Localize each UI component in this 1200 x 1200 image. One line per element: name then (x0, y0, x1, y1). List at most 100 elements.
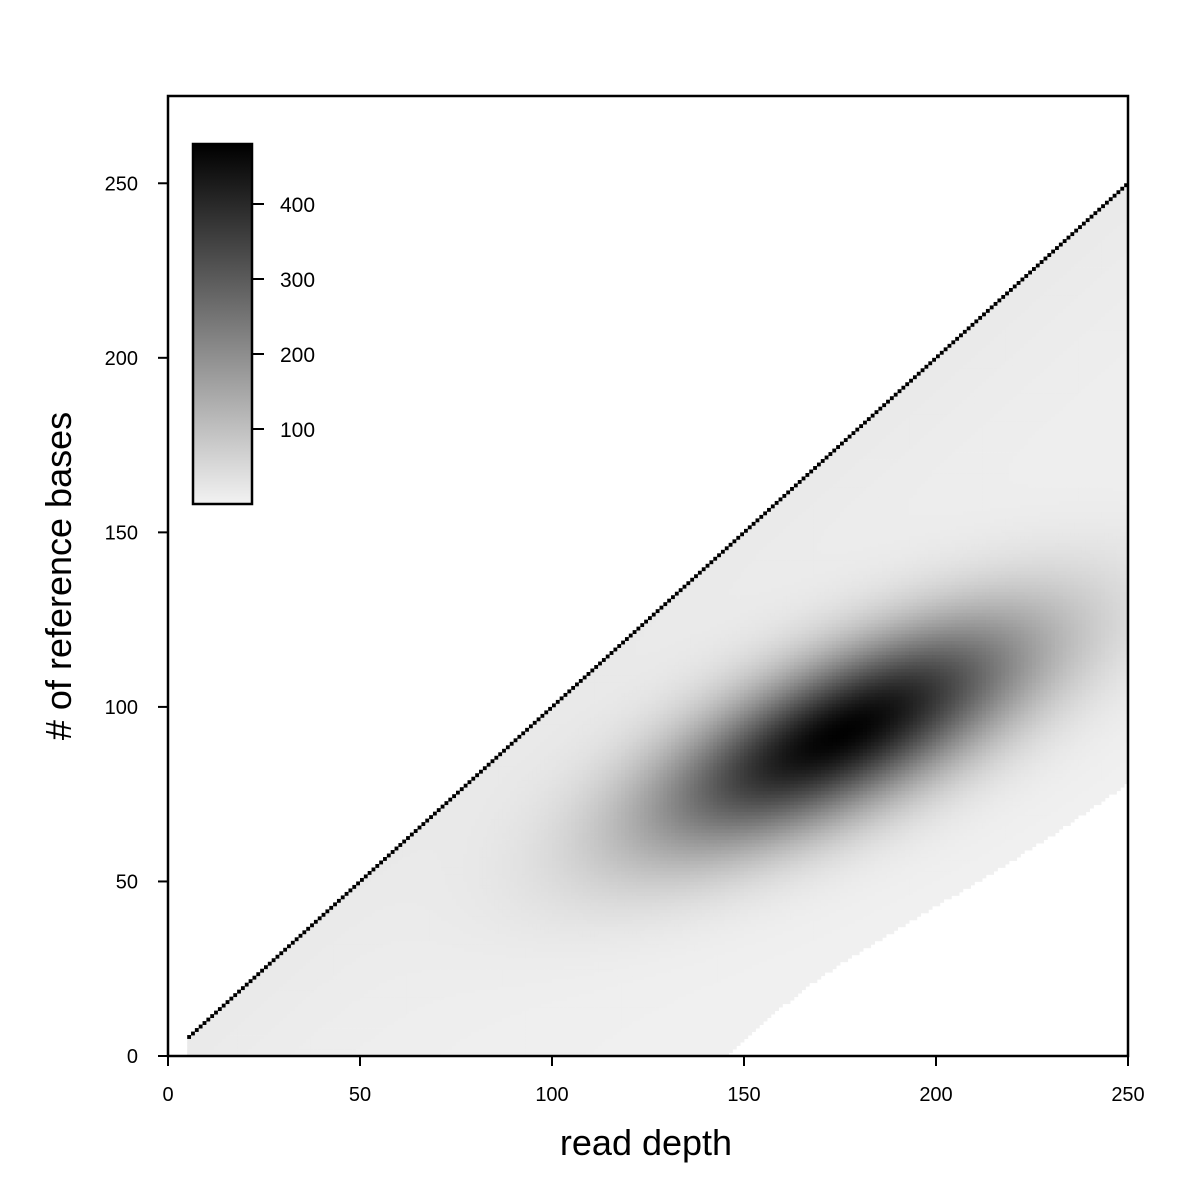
heatmap-cell (368, 878, 372, 882)
heatmap-cell (252, 1028, 256, 1032)
heatmap-cell (460, 920, 464, 924)
heatmap-cell (322, 1004, 326, 1008)
heatmap-cell (387, 972, 391, 976)
heatmap-cell (452, 819, 456, 823)
heatmap-cell (314, 997, 318, 1001)
heatmap-cell (237, 1042, 241, 1046)
heatmap-cell (494, 1039, 498, 1043)
heatmap-cell (498, 805, 502, 809)
heatmap-cell (364, 878, 368, 882)
heatmap-cell (283, 955, 287, 959)
heatmap-cell (406, 1039, 410, 1043)
heatmap-cell (441, 840, 445, 844)
heatmap-cell (364, 941, 368, 945)
heatmap-cell (325, 979, 329, 983)
heatmap-cell (395, 854, 399, 858)
heatmap-cell (468, 815, 472, 819)
heatmap-cell (410, 930, 414, 934)
heatmap-cell (483, 864, 487, 868)
heatmap-cell (468, 979, 472, 983)
heatmap-cell (429, 1032, 433, 1036)
heatmap-cell (364, 888, 368, 892)
heatmap-cell (345, 1028, 349, 1032)
heatmap-cell (318, 976, 322, 980)
heatmap-cell (471, 777, 475, 781)
heatmap-cell (279, 976, 283, 980)
heatmap-cell (375, 1018, 379, 1022)
heatmap-cell (279, 983, 283, 987)
heatmap-cell (498, 899, 502, 903)
heatmap-cell (444, 986, 448, 990)
heatmap-cell (345, 892, 349, 896)
heatmap-cell (425, 857, 429, 861)
heatmap-cell (295, 1049, 299, 1053)
heatmap-cell (341, 1042, 345, 1046)
heatmap-cell (487, 930, 491, 934)
heatmap-cell (479, 808, 483, 812)
heatmap-cell (406, 986, 410, 990)
heatmap-cell (548, 854, 552, 858)
heatmap-cell (402, 1049, 406, 1053)
heatmap-cell (544, 759, 548, 763)
heatmap-cell (471, 948, 475, 952)
heatmap-cell (525, 1039, 529, 1043)
heatmap-cell (379, 927, 383, 931)
heatmap-cell (483, 976, 487, 980)
heatmap-cell (464, 888, 468, 892)
heatmap-cell (314, 1032, 318, 1036)
heatmap-cell (418, 1004, 422, 1008)
heatmap-cell (456, 861, 460, 865)
heatmap-cell (199, 1025, 203, 1029)
heatmap-cell (514, 1046, 518, 1050)
heatmap-cell (468, 787, 472, 791)
heatmap-cell (448, 930, 452, 934)
heatmap-cell (525, 847, 529, 851)
heatmap-cell (464, 1035, 468, 1039)
heatmap-cell (199, 1035, 203, 1039)
heatmap-cell (460, 854, 464, 858)
heatmap-cell (433, 861, 437, 865)
heatmap-cell (502, 1014, 506, 1018)
heatmap-cell (517, 756, 521, 760)
heatmap-cell (491, 1021, 495, 1025)
heatmap-cell (406, 976, 410, 980)
heatmap-cell (375, 1021, 379, 1025)
heatmap-cell (352, 1014, 356, 1018)
heatmap-cell (498, 1007, 502, 1011)
heatmap-cell (537, 888, 541, 892)
heatmap-cell (395, 1032, 399, 1036)
heatmap-cell (372, 895, 376, 899)
heatmap-cell (487, 857, 491, 861)
heatmap-cell (529, 979, 533, 983)
heatmap-cell (398, 944, 402, 948)
heatmap-cell (425, 840, 429, 844)
heatmap-cell (548, 993, 552, 997)
heatmap-cell (452, 1004, 456, 1008)
heatmap-cell (329, 913, 333, 917)
heatmap-cell (514, 840, 518, 844)
heatmap-cell (398, 923, 402, 927)
heatmap-cell (464, 798, 468, 802)
heatmap-cell (544, 969, 548, 973)
heatmap-cell (325, 930, 329, 934)
heatmap-cell (471, 881, 475, 885)
heatmap-cell (510, 923, 514, 927)
heatmap-cell (479, 780, 483, 784)
heatmap-cell (241, 1011, 245, 1015)
heatmap-cell (456, 944, 460, 948)
heatmap-cell (272, 979, 276, 983)
heatmap-cell (487, 997, 491, 1001)
heatmap-cell (540, 944, 544, 948)
heatmap-cell (383, 881, 387, 885)
heatmap-cell (468, 822, 472, 826)
heatmap-cell (479, 1049, 483, 1053)
heatmap-cell (517, 916, 521, 920)
heatmap-cell (498, 826, 502, 830)
heatmap-cell (398, 993, 402, 997)
heatmap-cell (537, 1004, 541, 1008)
heatmap-cell (360, 1004, 364, 1008)
heatmap-cell (544, 833, 548, 837)
heatmap-cell (268, 993, 272, 997)
heatmap-cell (387, 1021, 391, 1025)
heatmap-cell (441, 857, 445, 861)
